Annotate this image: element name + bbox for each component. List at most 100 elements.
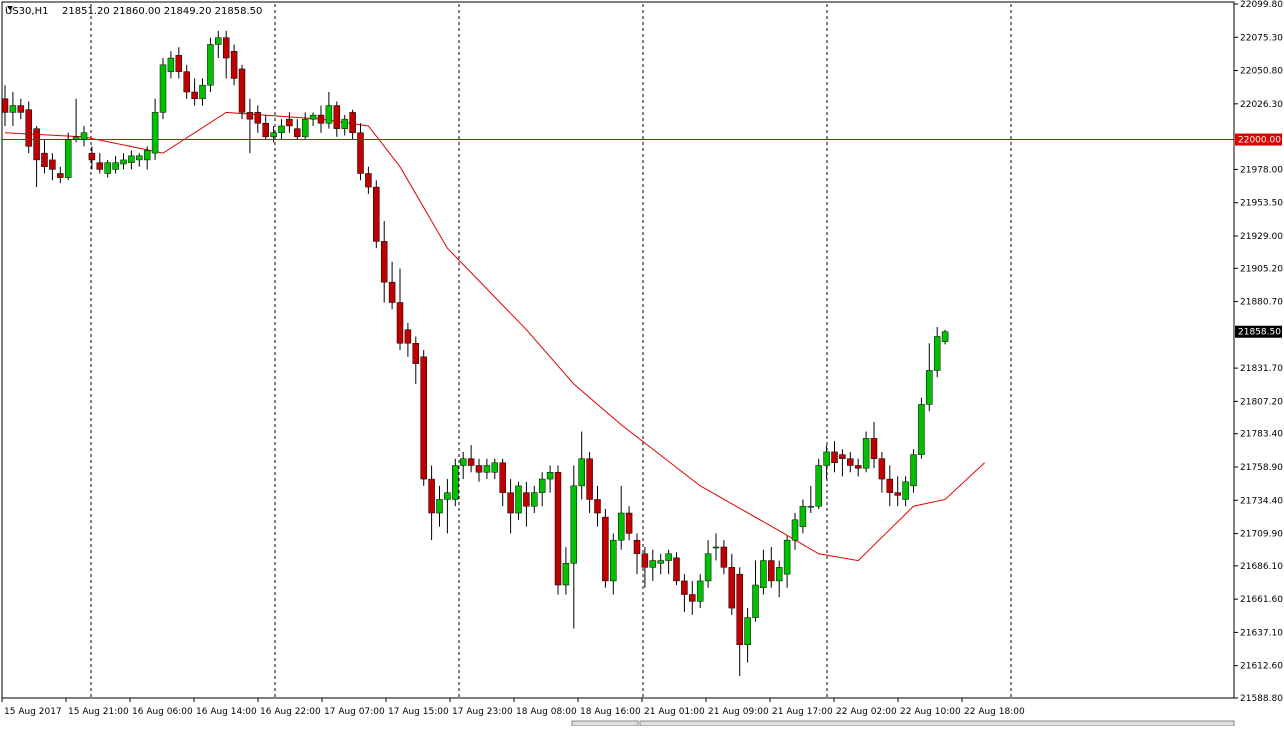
candle-body (783, 539, 791, 575)
x-tick-label: 17 Aug 07:00 (324, 707, 385, 717)
candle-body (404, 329, 412, 344)
y-tick-label: 21929.00 (1240, 232, 1283, 242)
candle-body (278, 125, 285, 133)
candle-body (357, 132, 364, 174)
candle-body (562, 563, 570, 586)
candle-body (183, 71, 190, 93)
candle-body (736, 573, 743, 646)
y-tick-label: 21978.00 (1240, 165, 1283, 175)
candle-body (317, 114, 325, 124)
candle-body (25, 109, 32, 147)
candle-body (625, 512, 633, 534)
candle-body (325, 105, 333, 124)
candle-body (847, 458, 854, 466)
candle-body (96, 162, 104, 170)
x-tick-label: 17 Aug 23:00 (452, 707, 513, 717)
candle-body (120, 159, 127, 165)
candle-body (365, 173, 372, 188)
candle-body (88, 152, 96, 161)
candle-body (128, 155, 135, 163)
candle-body (159, 64, 167, 113)
candle-body (286, 118, 293, 127)
candle-body (33, 128, 40, 161)
candle-body (760, 560, 767, 588)
candle-body (902, 481, 909, 500)
y-tick-label: 22099.80 (1240, 0, 1283, 10)
candle-body (894, 492, 901, 496)
candle-body (799, 505, 807, 527)
candle-body (633, 539, 641, 555)
x-tick-label: 15 Aug 2017 (4, 707, 62, 717)
header-symbol: US30,H1 (5, 6, 48, 17)
candle-body (610, 539, 617, 582)
candle-body (807, 505, 815, 508)
candle-body (341, 118, 348, 129)
candle-body (151, 112, 159, 154)
candle-body (136, 155, 143, 161)
y-tick-label: 21637.10 (1240, 628, 1283, 638)
candle-body (531, 492, 538, 507)
candle-body (262, 122, 269, 138)
candle-body (57, 173, 64, 178)
candle-body (49, 159, 56, 170)
x-tick-label: 21 Aug 01:00 (644, 707, 705, 717)
candle-body (72, 136, 80, 140)
x-tick-label: 16 Aug 06:00 (132, 707, 193, 717)
scroll-marker (571, 720, 639, 727)
candle-body (752, 584, 759, 618)
candle-body (862, 438, 870, 469)
candle-body (712, 546, 720, 549)
candle-body (839, 454, 846, 459)
candle-body (294, 128, 301, 138)
candle-body (791, 519, 799, 541)
candle-body (823, 451, 830, 466)
candle-body (649, 560, 657, 568)
candle-body (475, 465, 483, 473)
candle-body (41, 152, 48, 167)
x-tick-label: 16 Aug 14:00 (196, 707, 257, 717)
symbol-dropdown-icon[interactable] (7, 6, 13, 10)
y-tick-label: 21783.40 (1240, 430, 1283, 440)
candle-body (594, 499, 601, 514)
candle-body (444, 492, 451, 500)
candle-body (704, 553, 712, 582)
x-tick-label: 15 Aug 21:00 (68, 707, 129, 717)
candle-body (870, 438, 878, 459)
candle-body (104, 162, 111, 174)
candle-body (9, 105, 17, 113)
x-tick-label: 22 Aug 18:00 (964, 707, 1025, 717)
y-tick-label: 21686.10 (1240, 562, 1283, 572)
candle-body (112, 162, 119, 170)
candle-body (815, 465, 822, 507)
candle-body (854, 465, 862, 469)
candle-body (380, 241, 388, 283)
candle-body (301, 118, 309, 138)
candle-body (230, 51, 238, 79)
plot-frame (1, 1, 1235, 699)
candle-body (80, 132, 88, 140)
x-tick-label: 22 Aug 10:00 (900, 707, 961, 717)
candle-body (222, 37, 230, 59)
y-tick-label: 21709.90 (1240, 530, 1283, 540)
candle-body (254, 112, 262, 124)
candle-body (728, 567, 736, 609)
candle-body (657, 560, 664, 564)
x-tick-label: 16 Aug 22:00 (260, 707, 321, 717)
y-tick-label: 21612.60 (1240, 662, 1283, 672)
candle-body (499, 462, 506, 493)
candle-body (452, 465, 459, 500)
candle-body (199, 84, 206, 100)
candles-layer (1, 30, 949, 676)
y-tick-label: 21880.70 (1240, 298, 1283, 308)
candle-body (641, 553, 649, 568)
candle-body (720, 546, 728, 568)
candle-body (926, 370, 933, 405)
header-ohlc: 21851.20 21860.00 21849.20 21858.50 (62, 6, 262, 17)
candle-body (570, 485, 578, 564)
candle-body (388, 281, 396, 303)
y-tick-label: 21807.20 (1240, 397, 1283, 407)
candle-body (507, 492, 514, 514)
